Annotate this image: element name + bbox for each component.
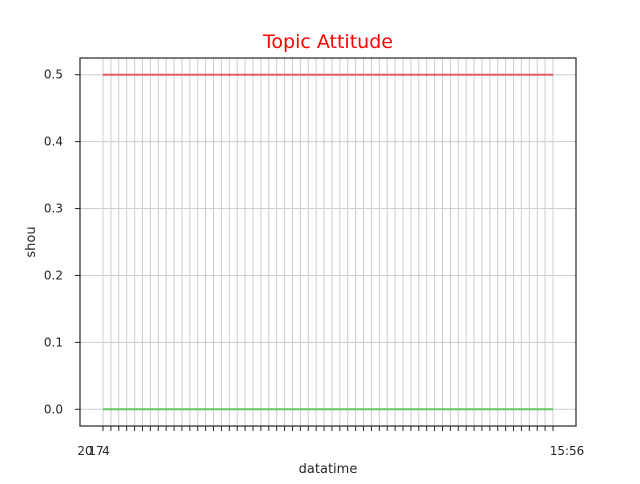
- y-tick-label: 0.0: [44, 402, 63, 416]
- y-tick-label: 0.3: [44, 202, 63, 216]
- y-axis-label: shou: [24, 226, 39, 257]
- x-tick-label: 4: [102, 444, 110, 458]
- x-axis-label: datatime: [299, 462, 358, 477]
- y-tick-label: 0.1: [44, 335, 63, 349]
- plot-frame: [79, 57, 577, 427]
- y-tick-label: 0.5: [44, 68, 63, 82]
- y-tick-label: 0.4: [44, 135, 63, 149]
- x-tick-label: 17: [88, 444, 103, 458]
- series-layer: [103, 73, 553, 411]
- y-axis-ticks: 0.0 0.1 0.2 0.3 0.4 0.5: [44, 68, 80, 416]
- y-tick-label: 0.2: [44, 268, 63, 282]
- x-tick-label: 20: [77, 444, 92, 458]
- chart-title: Topic Attitude: [262, 31, 393, 53]
- x-tick-label: 15:56: [550, 444, 585, 458]
